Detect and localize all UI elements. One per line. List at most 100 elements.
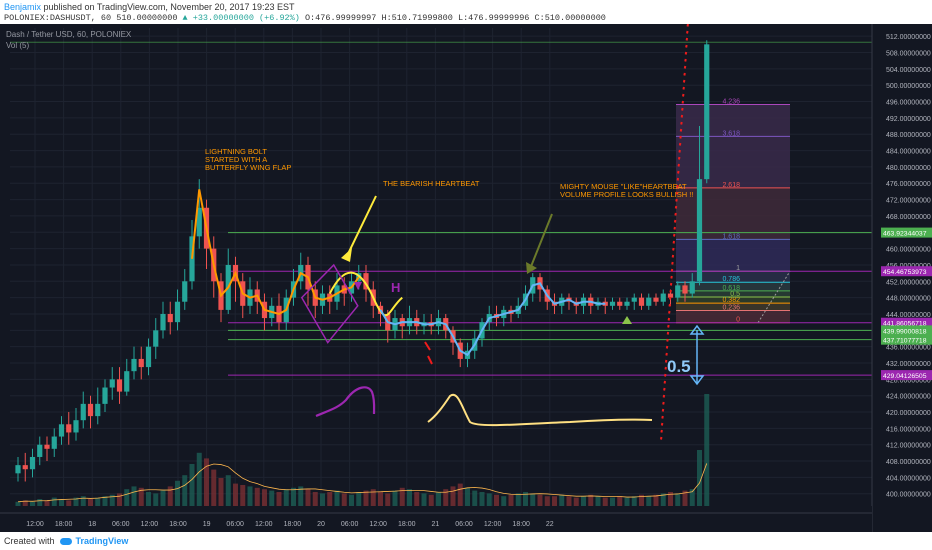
volume-bar [88,499,93,506]
volume-bar [436,492,441,506]
volume-bar [73,497,79,506]
fib-zone [676,187,790,240]
purple-diamond [300,263,359,344]
volume-bar [283,489,289,506]
candlesticks [15,40,710,482]
price-chart[interactable]: 00.2360.3820.50.6180.78611.6182.6183.618… [0,23,932,532]
volume-bar [305,489,311,506]
volume-bar [109,494,115,506]
candle [660,289,666,306]
candle [298,252,304,290]
time-axis-bg [0,506,872,532]
volume-bar [59,499,64,506]
volume-bar [356,492,362,506]
candle-body [682,285,688,294]
candle-body [182,281,188,302]
volume-bar [450,486,456,506]
volume-bar [465,487,470,506]
candle [182,269,188,310]
price-tick-label: 444.00000000 [886,312,931,319]
volume-bar [327,492,333,506]
volume-bar [225,475,231,506]
price-tag-label: 441.86056718 [883,321,927,328]
volume-bar [653,494,659,506]
candle-body [138,358,144,368]
purple-triangle [354,282,362,290]
volume-bar [595,496,601,506]
volume-bar [218,478,224,506]
volume-bar [189,464,195,506]
mighty-mouse-note-2: VOLUME PROFILE LOOKS BULLISH !! [560,190,693,199]
price-tag-label: 439.99000818 [883,328,927,335]
volume-bar [291,487,296,506]
candle-body [80,403,86,421]
author-link[interactable]: Benjamix [4,2,42,12]
candle [116,367,123,404]
volume-bar [30,501,35,506]
candle-body [22,465,28,470]
candle-body [704,44,710,180]
candle [22,452,28,482]
candle-body [631,297,637,302]
candle-body [196,207,202,237]
candle-body [653,297,659,302]
volume-bar [211,469,217,506]
price-tick-label: 452.00000000 [886,279,931,286]
change-text: ▲ +33.00000000 (+6.92%) [182,13,300,23]
time-tick-label: 18 [88,521,96,528]
candle [225,248,231,314]
volume-bar [392,490,398,506]
yellow-heartbeat-line [328,271,403,317]
candle-body [160,313,166,331]
legend-vol: Vol (5) [6,41,29,50]
volume-bar [639,494,644,506]
symbol-text: POLONIEX:DASHUSDT, 60 510.00000000 [4,13,183,23]
volume-bar [697,450,702,506]
volume-bar [269,490,275,506]
candle-body [29,456,36,470]
time-tick-label: 22 [546,521,554,528]
price-tick-label: 472.00000000 [886,198,931,205]
green-triangle [622,316,632,324]
candle-body [696,179,703,282]
time-axis[interactable]: 12:00 18:00 18 06:00 12:00 18:00 19 06:00 12:00 1… [0,506,872,532]
volume-bar [602,497,608,506]
candle [66,412,72,445]
tradingview-brand[interactable]: TradingView [75,536,129,546]
candle [696,126,703,286]
volume-bar [66,500,72,506]
volume-bar [175,480,180,506]
price-tick-label: 460.00000000 [886,247,931,254]
chart-area[interactable]: 0 0.236 0.382 0.5 0.618 0.786 1 1.618 2.618 3.618… [0,23,932,532]
fib-zone [676,290,790,297]
volume-bar [617,496,623,506]
candle [80,391,86,429]
footer-text: Created with TradingView [4,536,128,546]
candle [174,289,181,331]
time-tick-label: 18:00 [169,521,187,528]
lightning-note-1: LIGHTNING BOLT [205,147,267,156]
volume-bar [660,493,666,506]
time-tick-label: 19 [203,521,211,528]
volume-bar [530,493,536,506]
volume-bar [51,497,57,506]
candle-body [667,293,674,298]
price-tag-bg [881,325,932,336]
price-tick-label: 512.00000000 [886,34,931,41]
legend-title: Dash / Tether USD, 60, POLONIEX [6,30,132,39]
volume-bar [689,489,695,506]
price-tag-label: 437.71077718 [883,338,927,345]
price-tag-label: 454.46753973 [883,269,927,276]
candle-body [638,297,645,306]
time-tick-label: 06:00 [112,521,130,528]
measure-arrow-down [689,375,705,386]
price-tick-label: 400.00000000 [886,492,931,499]
volume-bar [102,496,108,506]
fib-zone [676,136,790,188]
price-axis[interactable]: 400.00000000 404.00000000 408.00000000 412.… [871,24,932,532]
candle [602,297,608,314]
volume-bar [610,497,615,506]
volume-bar [204,458,209,506]
volume-bar [682,490,688,506]
candle-body [66,424,72,433]
